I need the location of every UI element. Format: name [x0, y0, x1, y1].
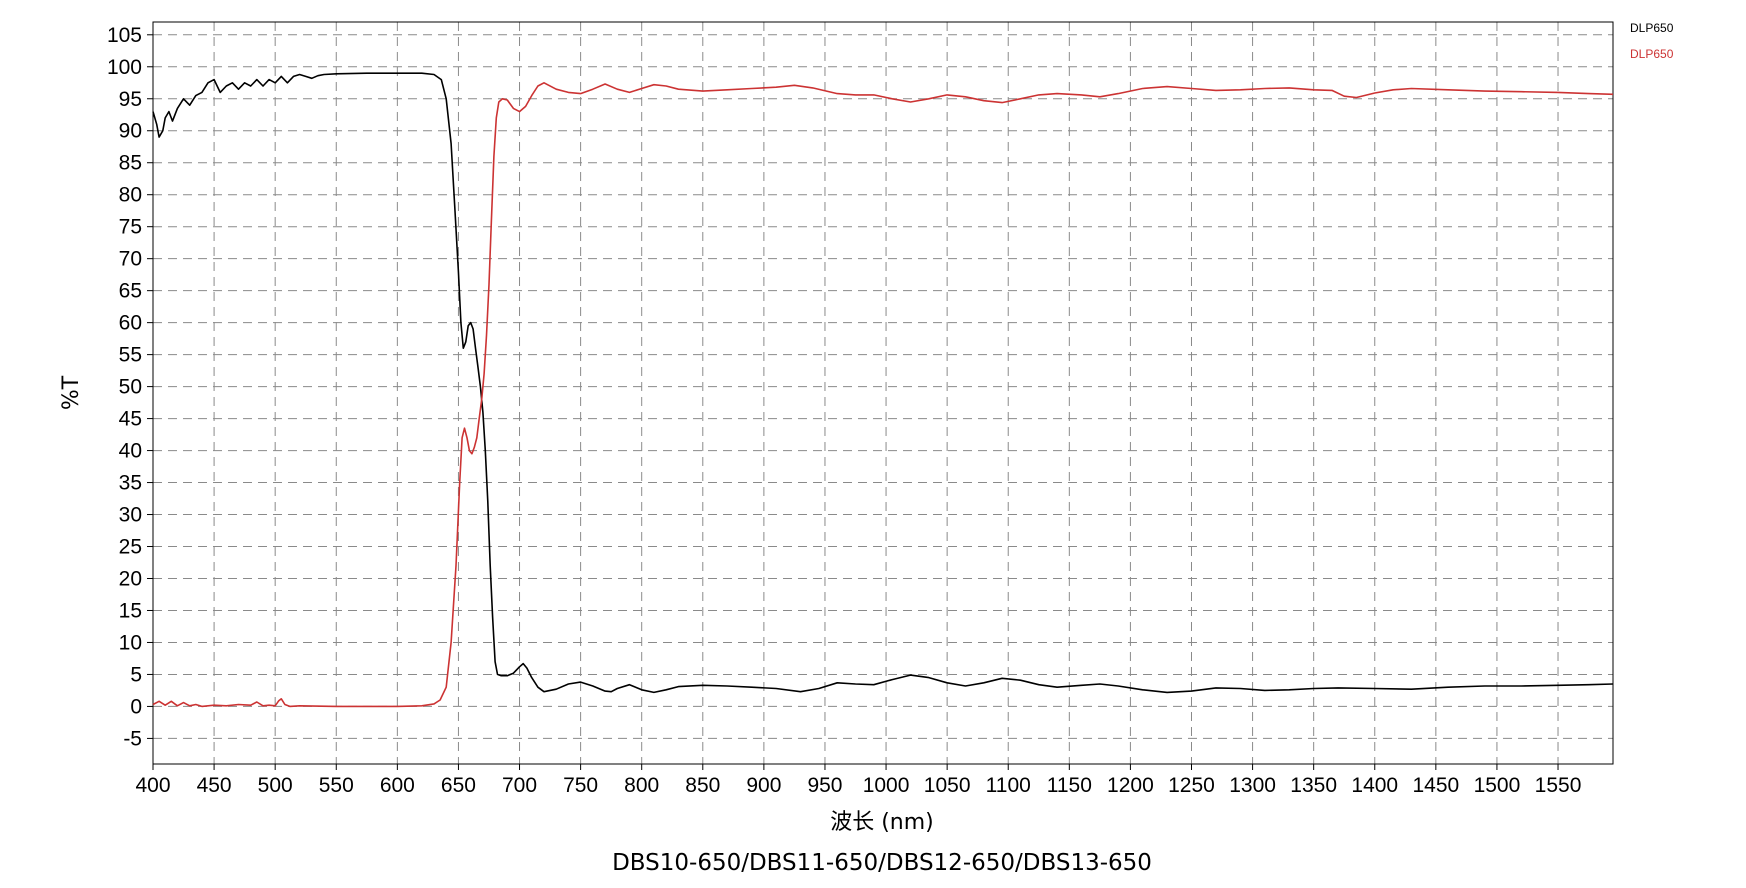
y-tick-label: 30 — [119, 504, 142, 527]
x-tick-label: 1000 — [863, 774, 910, 797]
y-tick-label: 25 — [119, 536, 142, 559]
y-tick-label: 35 — [119, 472, 142, 495]
plot-frame — [152, 21, 1614, 765]
series-line-1 — [152, 72, 1614, 694]
y-tick-label: 45 — [119, 408, 142, 431]
y-tick-label: 20 — [119, 568, 142, 591]
y-tick-label: 0 — [130, 695, 142, 718]
x-tick-label: 1250 — [1168, 774, 1215, 797]
y-tick-label: 40 — [119, 440, 142, 463]
x-tick-label: 1200 — [1107, 774, 1154, 797]
x-tick-label: 1450 — [1412, 774, 1459, 797]
y-tick-label: 60 — [119, 312, 142, 335]
x-tick-label: 900 — [746, 774, 781, 797]
y-tick-label: 100 — [107, 56, 142, 79]
x-tick-label: 500 — [258, 774, 293, 797]
series-line-2 — [152, 82, 1614, 708]
x-tick-label: 850 — [685, 774, 720, 797]
x-tick-label: 400 — [135, 774, 170, 797]
y-tick-label: 95 — [119, 88, 142, 111]
y-tick-label: 50 — [119, 376, 142, 399]
y-tick-label: -5 — [123, 727, 142, 750]
figure-caption: DBS10-650/DBS11-650/DBS12-650/DBS13-650 — [612, 850, 1152, 876]
x-tick-label: 1050 — [924, 774, 971, 797]
x-tick-label: 450 — [197, 774, 232, 797]
y-tick-label: 75 — [119, 216, 142, 239]
x-tick-label: 600 — [380, 774, 415, 797]
y-axis-title: %T — [59, 375, 84, 410]
y-tick-label: 80 — [119, 184, 142, 207]
x-tick-label: 550 — [319, 774, 354, 797]
x-tick-label: 1400 — [1351, 774, 1398, 797]
x-tick-label: 750 — [563, 774, 598, 797]
grid-layer — [153, 22, 1613, 764]
y-tick-label: 15 — [119, 599, 142, 622]
y-tick-label: 70 — [119, 248, 142, 271]
x-tick-label: 1100 — [986, 774, 1031, 797]
legend: DLP650 DLP650 — [1630, 21, 1674, 61]
y-tick-label: 5 — [130, 663, 142, 686]
y-tick-label: 90 — [119, 120, 142, 143]
x-axis-title: 波长 (nm) — [830, 810, 934, 835]
x-tick-label: 1300 — [1229, 774, 1276, 797]
legend-entry-1: DLP650 — [1630, 21, 1674, 35]
legend-entry-2: DLP650 — [1630, 47, 1674, 61]
x-tick-label: 650 — [441, 774, 476, 797]
y-tick-label: 65 — [119, 280, 142, 303]
y-tick-labels: -5 0 5 10 15 20 25 30 35 40 45 50 55 60 65 70 75 80 85 90 95… — [107, 24, 153, 750]
y-tick-label: 55 — [119, 344, 142, 367]
y-tick-label: 105 — [107, 24, 142, 47]
x-tick-label: 1150 — [1047, 774, 1092, 797]
x-tick-label: 1350 — [1290, 774, 1337, 797]
x-tick-label: 800 — [624, 774, 659, 797]
x-tick-label: 1550 — [1535, 774, 1582, 797]
y-tick-label: 10 — [119, 631, 142, 654]
x-tick-label: 700 — [502, 774, 537, 797]
series-layer — [152, 72, 1614, 708]
x-tick-label: 950 — [807, 774, 842, 797]
x-tick-label: 1500 — [1474, 774, 1521, 797]
x-tick-labels: 400 450 500 550 600 650 700 750 800 850 900 950 1000… — [135, 764, 1581, 797]
y-tick-label: 85 — [119, 152, 142, 175]
